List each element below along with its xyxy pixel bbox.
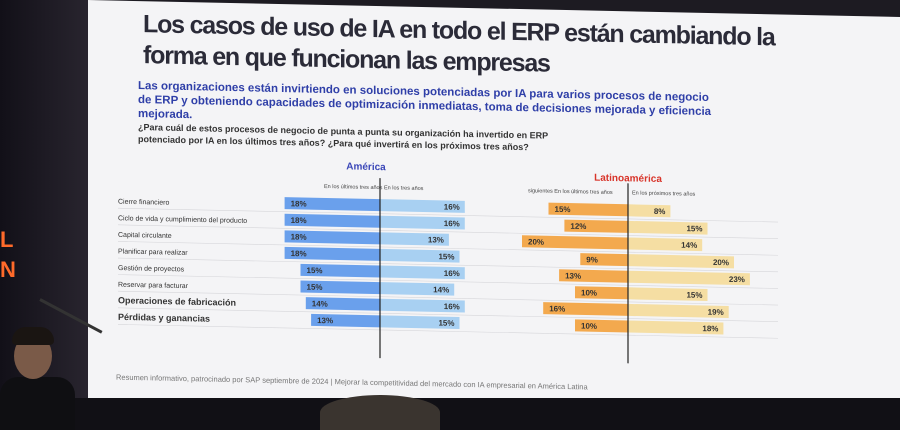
data-label: 18% [291, 249, 307, 258]
category-label: Pérdidas y ganancias [118, 312, 210, 324]
data-label: 16% [549, 304, 565, 313]
data-label: 15% [686, 291, 702, 300]
bar [628, 237, 703, 252]
category-label: Reservar para facturar [118, 282, 189, 290]
data-label: 13% [565, 271, 581, 280]
bar [559, 269, 629, 283]
bar [564, 219, 628, 233]
bar [300, 280, 380, 295]
data-label: 15% [307, 266, 323, 275]
row-gridline [118, 241, 778, 256]
bar [284, 230, 381, 245]
data-label: 16% [444, 202, 460, 211]
data-label: 15% [307, 283, 323, 292]
data-label: 20% [528, 237, 544, 246]
audience-head [320, 395, 440, 430]
group-header: América [346, 161, 386, 173]
data-label: 19% [708, 308, 724, 317]
category-label: Capital circulante [118, 232, 172, 240]
series-label: En los próximos tres años [632, 190, 696, 197]
group-header: Latinoamérica [594, 173, 662, 185]
bar [575, 319, 628, 333]
data-label: 15% [438, 319, 454, 328]
bar [380, 315, 460, 329]
row-gridline [118, 257, 778, 273]
bar [380, 232, 449, 246]
category-label: Gestión de proyectos [118, 265, 185, 273]
data-label: 9% [586, 255, 598, 264]
butterfly-bar-chart: Cierre financiero Ciclo de vida y cumplim… [118, 161, 778, 364]
data-label: 15% [438, 252, 454, 261]
row-gridline [118, 290, 778, 306]
speaker-hair [12, 327, 54, 345]
bar [628, 204, 671, 218]
data-label: 20% [713, 258, 729, 267]
data-label: 13% [428, 235, 444, 244]
bar [575, 286, 628, 300]
data-label: 16% [444, 219, 460, 228]
row-gridline [118, 274, 778, 289]
data-label: 8% [654, 207, 666, 216]
data-label: 12% [570, 222, 586, 231]
data-label: 13% [317, 316, 333, 325]
speaker-torso [0, 377, 75, 430]
bar [628, 320, 724, 335]
data-label: 18% [291, 199, 307, 208]
bar [380, 199, 465, 213]
data-label: 10% [581, 322, 597, 331]
bar [305, 297, 380, 311]
row-gridline [118, 307, 778, 322]
bar [380, 282, 455, 296]
data-label: 14% [433, 285, 449, 294]
bar [380, 298, 465, 313]
bar [380, 215, 465, 230]
data-label: 18% [702, 324, 718, 333]
bar [311, 313, 381, 328]
bar [628, 220, 708, 235]
row-gridline [118, 224, 778, 239]
bar [522, 235, 628, 250]
bar [628, 254, 734, 269]
data-label: 23% [729, 275, 745, 284]
data-label: 15% [686, 224, 702, 233]
speaker-person [0, 325, 75, 430]
category-label: Operaciones de fabricación [118, 295, 236, 307]
series-label: En los tres años [384, 185, 424, 192]
bar [380, 265, 465, 280]
category-label: Cierre financiero [118, 199, 169, 207]
category-label: Ciclo de vida y cumplimiento del product… [118, 215, 247, 225]
bar [580, 253, 628, 267]
series-label: En los últimos tres años [324, 184, 383, 191]
row-gridline [118, 207, 778, 223]
bar [548, 202, 628, 217]
bar [300, 263, 380, 278]
stage-floor [0, 398, 900, 430]
bar [628, 287, 708, 301]
bar [380, 248, 460, 263]
data-label: 18% [291, 232, 307, 241]
data-label: 16% [444, 269, 460, 278]
data-label: 15% [555, 205, 571, 214]
bar [628, 303, 729, 319]
bar [543, 302, 629, 316]
row-gridline [118, 324, 778, 339]
series-label: siguientes En los últimos tres años [528, 188, 613, 196]
data-label: 16% [444, 302, 460, 311]
presentation-slide: Los casos de uso de IA en todo el ERP es… [88, 0, 900, 416]
bar [284, 197, 381, 212]
bar [628, 270, 750, 286]
data-label: 18% [291, 216, 307, 225]
bar [284, 213, 381, 228]
data-label: 10% [581, 288, 597, 297]
data-label: 14% [312, 299, 328, 308]
bar [284, 246, 381, 261]
data-label: 14% [681, 241, 697, 250]
category-label: Planificar para realizar [118, 248, 188, 256]
